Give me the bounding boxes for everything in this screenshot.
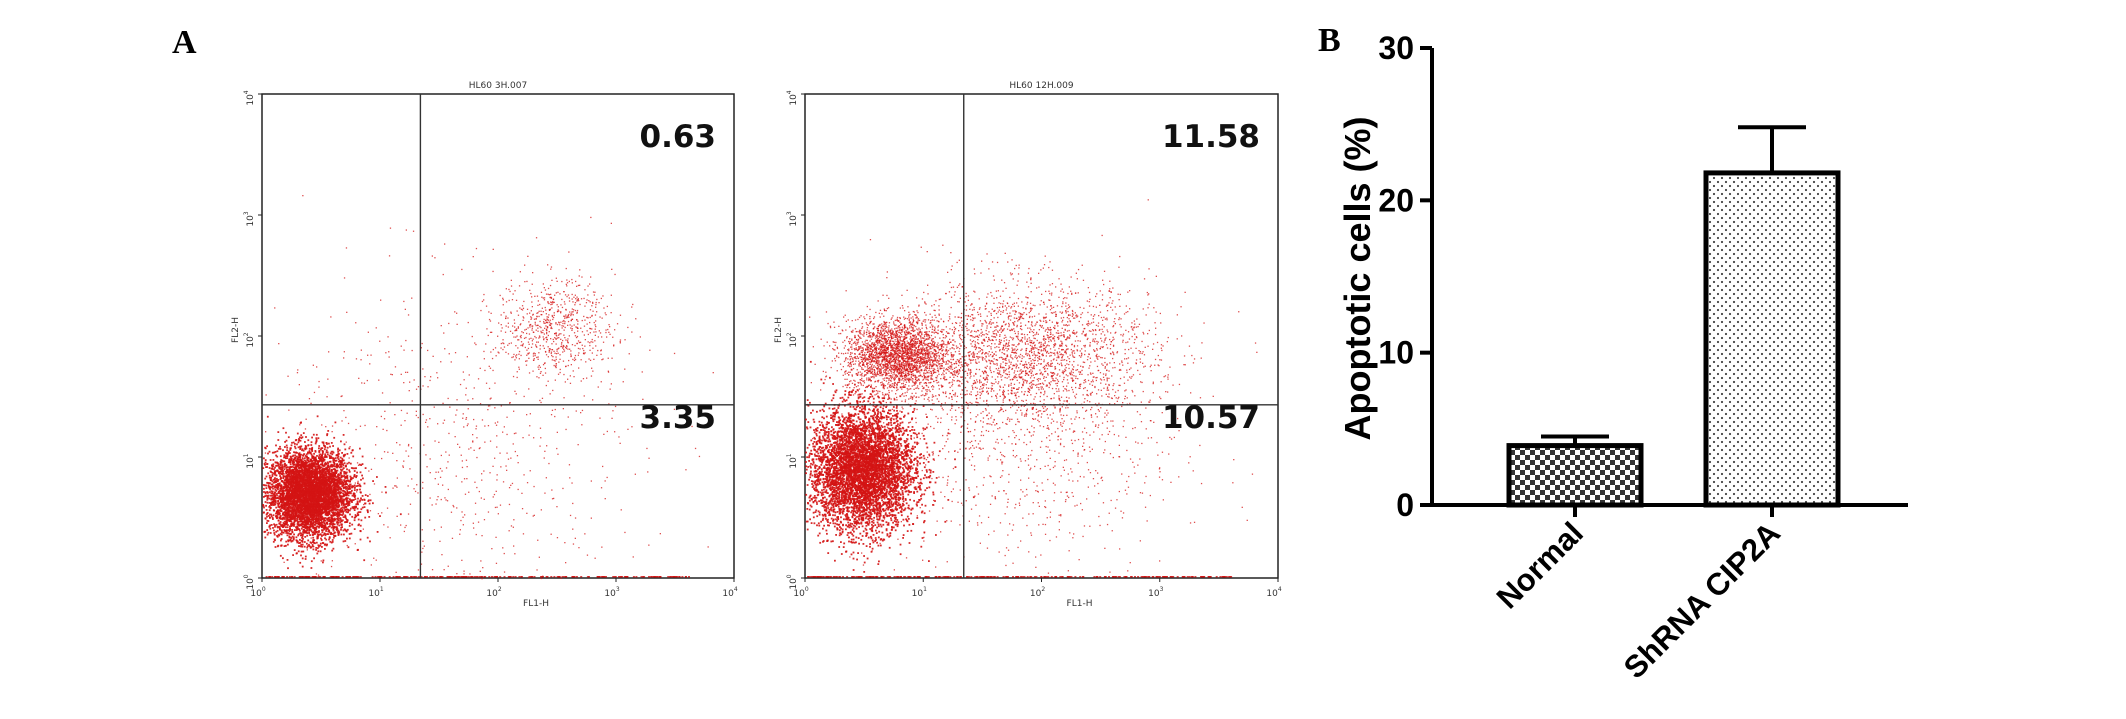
y-tick-label: 101: [786, 453, 799, 468]
event-dots: [805, 199, 1258, 578]
event-dots: [262, 195, 714, 580]
x-tick-label: 103: [1148, 586, 1163, 599]
x-tick-label: 104: [1266, 586, 1281, 599]
x-axis-label: FL1-H: [523, 599, 549, 609]
x-tick-label: 102: [1030, 586, 1045, 599]
panel-label-a: A: [172, 24, 197, 61]
x-category-label: ShRNA CIP2A: [1617, 515, 1787, 685]
x-tick-label: 100: [250, 586, 265, 599]
quadrant-value-lower-right: 3.35: [640, 400, 717, 436]
y-tick-label: 100: [243, 574, 256, 589]
apoptosis-bar-chart: 0 10 20 30 Apoptotic cells (%) Normal ShRNA CI…: [1337, 30, 1908, 685]
plot-title: HL60 12H.009: [1009, 81, 1073, 91]
y-tick-label: 10: [1378, 335, 1414, 371]
x-tick-label: 102: [486, 586, 501, 599]
x-axis-label: FL1-H: [1067, 599, 1093, 609]
y-tick-label: 103: [243, 211, 256, 226]
y-tick-label: 102: [786, 332, 799, 347]
y-tick-label: 20: [1378, 182, 1414, 218]
y-tick-label: 101: [243, 453, 256, 468]
flow-cytometry-plot-12h: HL60 12H.009 11.58 10.57 100 101 102 103 104 100…: [774, 81, 1282, 609]
y-axis-label: Apoptotic cells (%): [1337, 116, 1378, 440]
x-tick-label: 100: [793, 586, 808, 599]
y-tick-label: 30: [1378, 30, 1414, 66]
bar: [1703, 170, 1841, 508]
bar: [1506, 443, 1644, 508]
x-tick-label: 101: [368, 586, 383, 599]
x-tick-label: 104: [722, 586, 737, 599]
flow-cytometry-plot-3h: HL60 3H.007 0.63 3.35 100 101 102 103 104 100 101…: [231, 81, 738, 609]
quadrant-value-upper-right: 0.63: [640, 119, 717, 155]
y-tick-label: 104: [243, 90, 256, 105]
y-tick-label: 102: [243, 332, 256, 347]
y-axis-label: FL2-H: [231, 317, 241, 343]
y-tick-label: 103: [786, 211, 799, 226]
y-tick-label: 104: [786, 90, 799, 105]
y-tick-label: 100: [786, 574, 799, 589]
quadrant-value-lower-right: 10.57: [1162, 400, 1260, 436]
x-tick-label: 101: [912, 586, 927, 599]
y-tick-label: 0: [1396, 487, 1414, 523]
plot-title: HL60 3H.007: [469, 81, 527, 91]
x-category-label: Normal: [1490, 515, 1590, 615]
quadrant-value-upper-right: 11.58: [1162, 119, 1260, 155]
x-tick-label: 103: [604, 586, 619, 599]
y-axis-label: FL2-H: [774, 317, 784, 343]
panel-label-b: B: [1318, 22, 1341, 59]
